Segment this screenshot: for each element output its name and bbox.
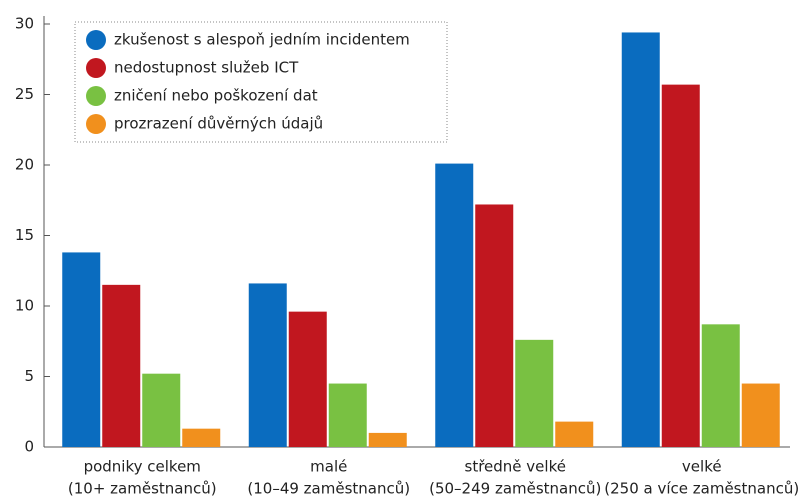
bar (182, 428, 221, 447)
bar (328, 383, 367, 447)
x-tick-label: (10–49 zaměstnanců) (247, 480, 410, 498)
x-tick-label: (50–249 zaměstnanců) (429, 480, 601, 498)
bar (248, 283, 287, 447)
bar (621, 32, 660, 448)
bar (288, 311, 327, 447)
bar (368, 432, 407, 447)
legend-label: nedostupnost služeb ICT (114, 59, 299, 77)
y-tick-label: 30 (15, 15, 34, 33)
y-tick-label: 15 (15, 226, 34, 244)
legend-label: zkušenost s alespoň jedním incidentem (114, 31, 410, 49)
y-tick-label: 20 (15, 156, 34, 174)
legend-marker (86, 86, 106, 106)
bar (102, 284, 141, 447)
bar (62, 252, 101, 447)
y-tick-label: 25 (15, 85, 34, 103)
legend-label: prozrazení důvěrných údajů (114, 115, 323, 133)
x-tick-label: (250 a více zaměstnanců) (604, 480, 799, 498)
x-tick-label: velké (682, 458, 722, 476)
bar (555, 421, 594, 447)
bar (475, 204, 514, 447)
x-tick-label: malé (310, 458, 347, 476)
bar (741, 383, 780, 447)
legend-marker (86, 58, 106, 78)
x-tick-label: podniky celkem (84, 458, 201, 476)
x-tick-label: (10+ zaměstnanců) (68, 480, 217, 498)
bar (661, 84, 700, 447)
legend-box (74, 21, 448, 143)
y-tick-label: 10 (15, 297, 34, 315)
legend-marker (86, 30, 106, 50)
y-tick-label: 0 (24, 438, 34, 456)
bar (701, 324, 740, 447)
bar (435, 163, 474, 447)
x-tick-label: středně velké (465, 458, 566, 476)
legend-label: zničení nebo poškození dat (114, 87, 318, 105)
y-tick-label: 5 (24, 367, 34, 385)
bar (142, 373, 181, 447)
legend-marker (86, 114, 106, 134)
bar (515, 339, 554, 447)
